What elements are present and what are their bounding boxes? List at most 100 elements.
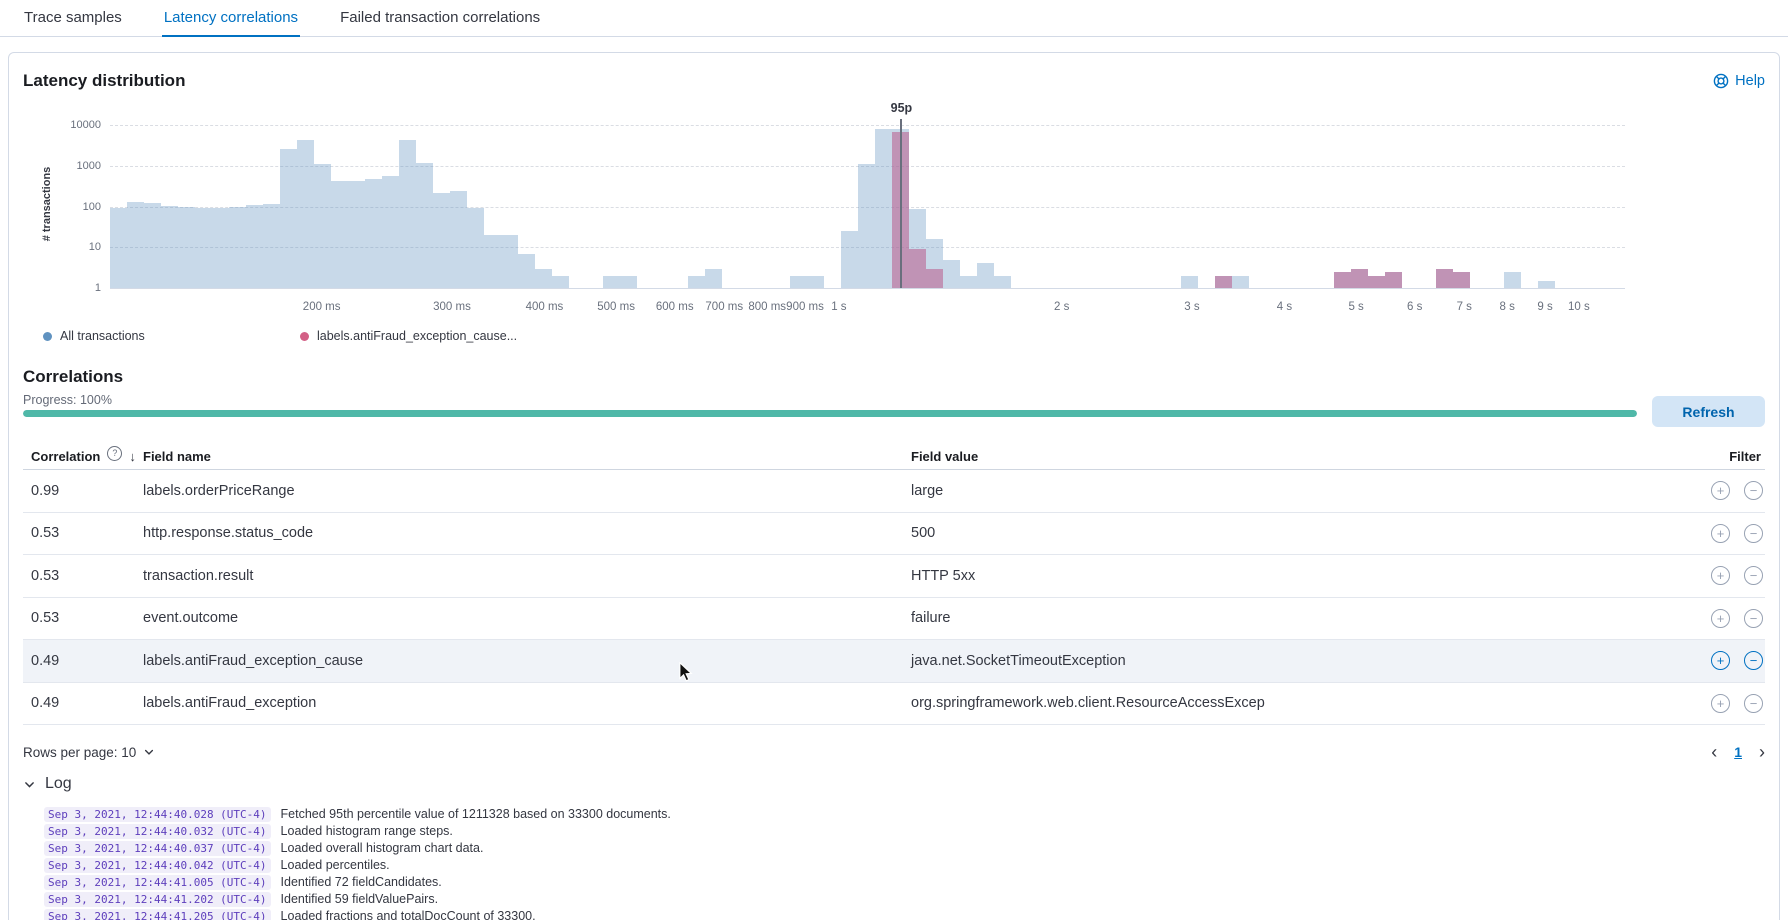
filter-out-value-minus-icon[interactable]: − [1744, 651, 1763, 671]
tabs-bar: Trace samples Latency correlations Failed … [0, 0, 1788, 37]
pagination: ‹ 1 › [1711, 743, 1765, 761]
histogram-bar [416, 162, 433, 288]
histogram-bar [960, 275, 977, 288]
y-gridline [110, 247, 1625, 249]
log-message: Identified 59 fieldValuePairs. [280, 892, 439, 907]
histogram-bar [603, 275, 620, 288]
table-body: 0.99 labels.orderPriceRange large + − 0.53 htt… [23, 470, 1765, 725]
help-link[interactable]: Help [1713, 73, 1765, 89]
log-timestamp: Sep 3, 2021, 12:44:40.042 (UTC-4) [44, 857, 271, 873]
correlations-table: Correlation? ↓ Field name Field value Fil… [23, 443, 1765, 725]
field-value-value: failure [911, 610, 951, 627]
filter-for-value-plus-icon[interactable]: + [1711, 523, 1730, 543]
filter-actions: + − [1681, 566, 1765, 586]
histogram-bar [127, 201, 144, 288]
tab-latency-correlations[interactable]: Latency correlations [161, 0, 301, 37]
tab-trace-samples[interactable]: Trace samples [24, 9, 122, 26]
legend-item[interactable]: All transactions [43, 329, 145, 343]
histogram-plot-area: 95p [110, 101, 1625, 289]
field-name-value: event.outcome [143, 610, 239, 627]
x-axis-tick-label: 5 s [1348, 301, 1364, 313]
table-row[interactable]: 0.53 event.outcome failure + − [23, 598, 1765, 640]
correlation-value: 0.53 [31, 525, 60, 542]
histogram-bar [501, 234, 518, 288]
table-row[interactable]: 0.99 labels.orderPriceRange large + − [23, 470, 1765, 513]
histogram-bar [280, 148, 297, 288]
filter-actions: + − [1681, 693, 1765, 713]
log-entry: Sep 3, 2021, 12:44:41.205 (UTC-4) Loaded … [44, 908, 1765, 920]
previous-page-button[interactable]: ‹ [1711, 742, 1718, 762]
progress-label: Progress: 100% [23, 393, 112, 407]
x-axis-tick-label: 1 s [831, 301, 847, 313]
histogram-bar [1181, 275, 1198, 288]
progress-bar-fill [23, 410, 1637, 417]
rows-per-page-selector[interactable]: Rows per page: 10 [23, 745, 155, 760]
table-row[interactable]: 0.49 labels.antiFraud_exception org.spring… [23, 683, 1765, 725]
filter-for-value-plus-icon[interactable]: + [1711, 651, 1730, 671]
filter-for-value-plus-icon[interactable]: + [1711, 481, 1730, 501]
log-timestamp: Sep 3, 2021, 12:44:40.032 (UTC-4) [44, 823, 271, 839]
page-number[interactable]: 1 [1734, 744, 1742, 760]
help-icon [1713, 73, 1729, 89]
log-entry: Sep 3, 2021, 12:44:41.005 (UTC-4) Identif… [44, 874, 1765, 890]
y-axis-tick-label: 100 [82, 200, 101, 213]
histogram-bar [178, 207, 195, 288]
log-message: Fetched 95th percentile value of 1211328… [280, 807, 671, 822]
filter-out-value-minus-icon[interactable]: − [1744, 523, 1763, 543]
chevron-down-icon [25, 781, 34, 788]
progress-bar [23, 410, 1637, 417]
histogram-bar [705, 268, 722, 288]
histogram-bar-focus [1368, 275, 1385, 288]
filter-for-value-plus-icon[interactable]: + [1711, 608, 1730, 628]
filter-actions: + − [1681, 651, 1765, 671]
table-row[interactable]: 0.49 labels.antiFraud_exception_cause java… [23, 640, 1765, 683]
histogram-bar [229, 206, 246, 288]
log-timestamp: Sep 3, 2021, 12:44:40.037 (UTC-4) [44, 840, 271, 856]
chart-panel-header: Latency distribution Help [23, 69, 1765, 93]
legend-label: labels.antiFraud_exception_cause... [317, 329, 518, 343]
histogram-bar [1232, 275, 1249, 288]
correlation-value: 0.99 [31, 482, 60, 499]
filter-out-value-minus-icon[interactable]: − [1744, 693, 1763, 713]
log-timestamp: Sep 3, 2021, 12:44:41.202 (UTC-4) [44, 891, 271, 907]
table-row[interactable]: 0.53 transaction.result HTTP 5xx + − [23, 555, 1765, 598]
histogram-bar [382, 176, 399, 288]
log-message: Loaded overall histogram chart data. [280, 841, 484, 856]
x-axis-tick-label: 2 s [1053, 301, 1070, 313]
correlation-column-header[interactable]: Correlation? ↓ [31, 445, 143, 464]
histogram-bar-focus [1351, 268, 1368, 288]
filter-for-value-plus-icon[interactable]: + [1711, 566, 1730, 586]
refresh-button[interactable]: Refresh [1652, 396, 1765, 427]
filter-actions: + − [1681, 523, 1765, 543]
sort-desc-icon[interactable]: ↓ [129, 448, 136, 464]
table-row[interactable]: 0.53 http.response.status_code 500 + − [23, 513, 1765, 555]
help-label: Help [1735, 73, 1765, 89]
histogram-bar [875, 128, 892, 288]
filter-actions: + − [1681, 608, 1765, 628]
filter-out-value-minus-icon[interactable]: − [1744, 566, 1763, 586]
histogram-bar [314, 164, 331, 288]
filter-out-value-minus-icon[interactable]: − [1744, 481, 1763, 501]
log-title: Log [45, 775, 72, 792]
x-axis-tick-label: 500 ms [597, 301, 635, 313]
field-value-value: HTTP 5xx [911, 567, 976, 584]
log-accordion-toggle[interactable]: Log [23, 775, 93, 793]
histogram-bar [144, 203, 161, 288]
chevron-down-icon [145, 749, 154, 755]
histogram-bar [1504, 271, 1521, 288]
x-axis-tick-label: 900 ms [786, 301, 824, 313]
histogram-bar [807, 275, 824, 288]
x-axis-tick-label: 200 ms [302, 301, 341, 313]
histogram-bar [994, 275, 1011, 288]
filter-for-value-plus-icon[interactable]: + [1711, 693, 1730, 713]
histogram-bar [161, 205, 178, 288]
field-name-value: http.response.status_code [143, 525, 314, 542]
filter-out-value-minus-icon[interactable]: − [1744, 608, 1763, 628]
log-message: Loaded percentiles. [280, 858, 390, 873]
percentile-95-marker-line [900, 119, 903, 288]
legend-item[interactable]: labels.antiFraud_exception_cause... [300, 329, 517, 343]
tab-failed-transaction-correlations[interactable]: Failed transaction correlations [340, 9, 541, 26]
next-page-button[interactable]: › [1759, 742, 1765, 762]
y-gridline [110, 125, 1625, 126]
histogram-bar-focus [926, 268, 943, 288]
